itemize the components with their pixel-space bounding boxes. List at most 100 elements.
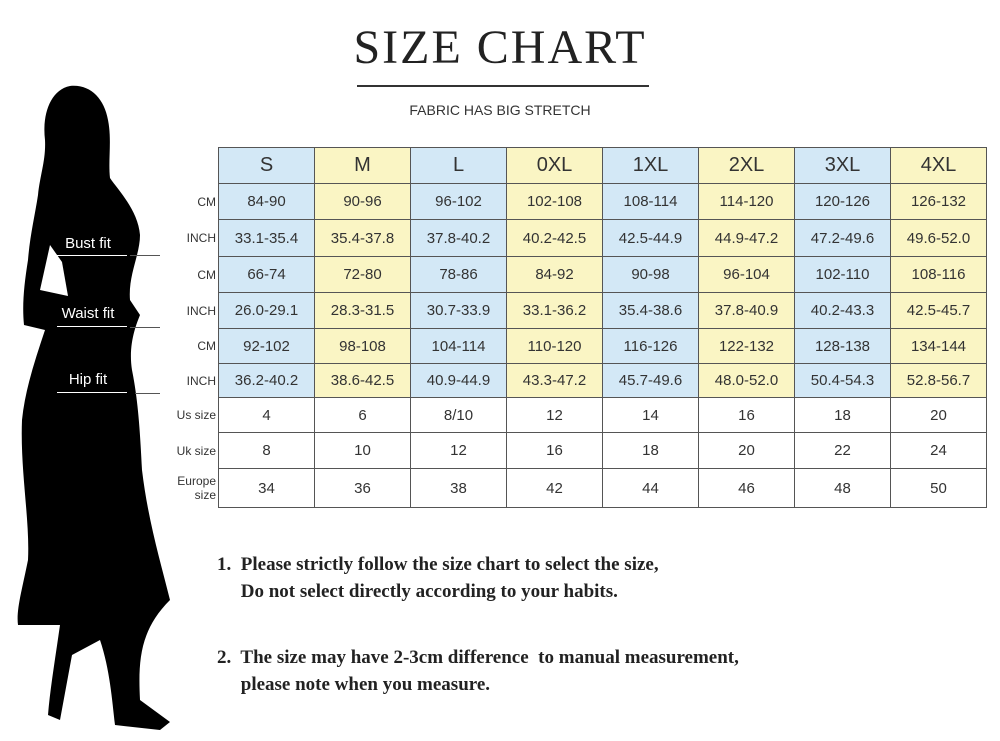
table-cell: 42 <box>506 468 603 508</box>
table-cell: 16 <box>698 397 795 433</box>
table-cell: 40.2-42.5 <box>506 219 603 257</box>
waist-fit-line <box>57 326 127 327</box>
table-cell: 40.9-44.9 <box>410 363 507 398</box>
table-cell: 126-132 <box>890 183 987 220</box>
table-row: Europe size 34 36 38 42 44 46 48 50 <box>160 468 987 508</box>
size-header-3XL: 3XL <box>794 147 891 184</box>
table-cell: 34 <box>218 468 315 508</box>
table-row: Us size 4 6 8/10 12 14 16 18 20 <box>160 397 987 433</box>
table-cell: 37.8-40.9 <box>698 292 795 329</box>
row-label: INCH <box>160 363 219 398</box>
table-row: CM 84-90 90-96 96-102 102-108 108-114 114-120 1… <box>160 183 987 220</box>
table-cell: 90-98 <box>602 256 699 293</box>
table-cell: 84-90 <box>218 183 315 220</box>
table-cell: 22 <box>794 432 891 469</box>
table-cell: 14 <box>602 397 699 433</box>
hip-fit-label: Hip fit <box>68 371 108 388</box>
table-cell: 50.4-54.3 <box>794 363 891 398</box>
table-cell: 128-138 <box>794 328 891 364</box>
table-cell: 28.3-31.5 <box>314 292 411 329</box>
table-row: Uk size 8 10 12 16 18 20 22 24 <box>160 432 987 469</box>
table-row: INCH 33.1-35.4 35.4-37.8 37.8-40.2 40.2-42.5… <box>160 219 987 257</box>
table-cell: 36 <box>314 468 411 508</box>
table-cell: 50 <box>890 468 987 508</box>
table-cell: 8/10 <box>410 397 507 433</box>
row-label: CM <box>160 328 219 364</box>
table-cell: 45.7-49.6 <box>602 363 699 398</box>
table-cell: 120-126 <box>794 183 891 220</box>
table-row: INCH 36.2-40.2 38.6-42.5 40.9-44.9 43.3-47.2… <box>160 363 987 398</box>
table-cell: 96-104 <box>698 256 795 293</box>
table-cell: 104-114 <box>410 328 507 364</box>
table-cell: 114-120 <box>698 183 795 220</box>
size-table: S M L 0XL 1XL 2XL 3XL 4XL CM 84-90 90-96 96-102 102-… <box>160 147 987 508</box>
table-cell: 78-86 <box>410 256 507 293</box>
table-cell: 30.7-33.9 <box>410 292 507 329</box>
row-label: INCH <box>160 292 219 329</box>
table-cell: 72-80 <box>314 256 411 293</box>
table-cell: 8 <box>218 432 315 469</box>
table-cell: 52.8-56.7 <box>890 363 987 398</box>
table-cell: 134-144 <box>890 328 987 364</box>
table-cell: 33.1-36.2 <box>506 292 603 329</box>
table-cell: 84-92 <box>506 256 603 293</box>
title-underline <box>357 85 649 87</box>
table-cell: 102-108 <box>506 183 603 220</box>
table-cell: 6 <box>314 397 411 433</box>
row-label: INCH <box>160 219 219 257</box>
table-cell: 10 <box>314 432 411 469</box>
size-header-0XL: 0XL <box>506 147 603 184</box>
table-cell: 116-126 <box>602 328 699 364</box>
note-2: 2. The size may have 2-3cm difference to… <box>217 647 739 695</box>
table-cell: 108-114 <box>602 183 699 220</box>
table-cell: 110-120 <box>506 328 603 364</box>
table-cell: 108-116 <box>890 256 987 293</box>
table-cell: 16 <box>506 432 603 469</box>
table-cell: 40.2-43.3 <box>794 292 891 329</box>
size-header-S: S <box>218 147 315 184</box>
table-cell: 35.4-37.8 <box>314 219 411 257</box>
table-cell: 24 <box>890 432 987 469</box>
table-cell: 20 <box>890 397 987 433</box>
table-row: CM 66-74 72-80 78-86 84-92 90-98 96-104 102-110… <box>160 256 987 293</box>
table-cell: 38 <box>410 468 507 508</box>
table-cell: 4 <box>218 397 315 433</box>
size-header-L: L <box>410 147 507 184</box>
table-cell: 48 <box>794 468 891 508</box>
table-cell: 12 <box>410 432 507 469</box>
bust-fit-label: Bust fit <box>65 235 111 252</box>
row-label: CM <box>160 183 219 220</box>
table-cell: 43.3-47.2 <box>506 363 603 398</box>
corner-cell <box>160 147 219 184</box>
table-cell: 35.4-38.6 <box>602 292 699 329</box>
table-cell: 42.5-45.7 <box>890 292 987 329</box>
table-cell: 44.9-47.2 <box>698 219 795 257</box>
table-cell: 18 <box>794 397 891 433</box>
table-cell: 66-74 <box>218 256 315 293</box>
bust-fit-line <box>57 255 127 256</box>
table-cell: 36.2-40.2 <box>218 363 315 398</box>
table-cell: 38.6-42.5 <box>314 363 411 398</box>
table-cell: 47.2-49.6 <box>794 219 891 257</box>
row-label: Us size <box>160 397 219 433</box>
note-1: 1. Please strictly follow the size chart… <box>217 554 659 602</box>
table-cell: 92-102 <box>218 328 315 364</box>
table-cell: 33.1-35.4 <box>218 219 315 257</box>
table-cell: 122-132 <box>698 328 795 364</box>
table-row: INCH 26.0-29.1 28.3-31.5 30.7-33.9 33.1-36.2… <box>160 292 987 329</box>
table-cell: 20 <box>698 432 795 469</box>
size-header-M: M <box>314 147 411 184</box>
waist-fit-label: Waist fit <box>61 305 115 322</box>
table-cell: 49.6-52.0 <box>890 219 987 257</box>
table-cell: 46 <box>698 468 795 508</box>
size-header-row: S M L 0XL 1XL 2XL 3XL 4XL <box>160 147 987 184</box>
row-label: CM <box>160 256 219 293</box>
table-cell: 98-108 <box>314 328 411 364</box>
subtitle: FABRIC HAS BIG STRETCH <box>409 102 591 118</box>
table-cell: 26.0-29.1 <box>218 292 315 329</box>
table-cell: 37.8-40.2 <box>410 219 507 257</box>
table-cell: 90-96 <box>314 183 411 220</box>
table-cell: 102-110 <box>794 256 891 293</box>
table-row: CM 92-102 98-108 104-114 110-120 116-126 122-1… <box>160 328 987 364</box>
